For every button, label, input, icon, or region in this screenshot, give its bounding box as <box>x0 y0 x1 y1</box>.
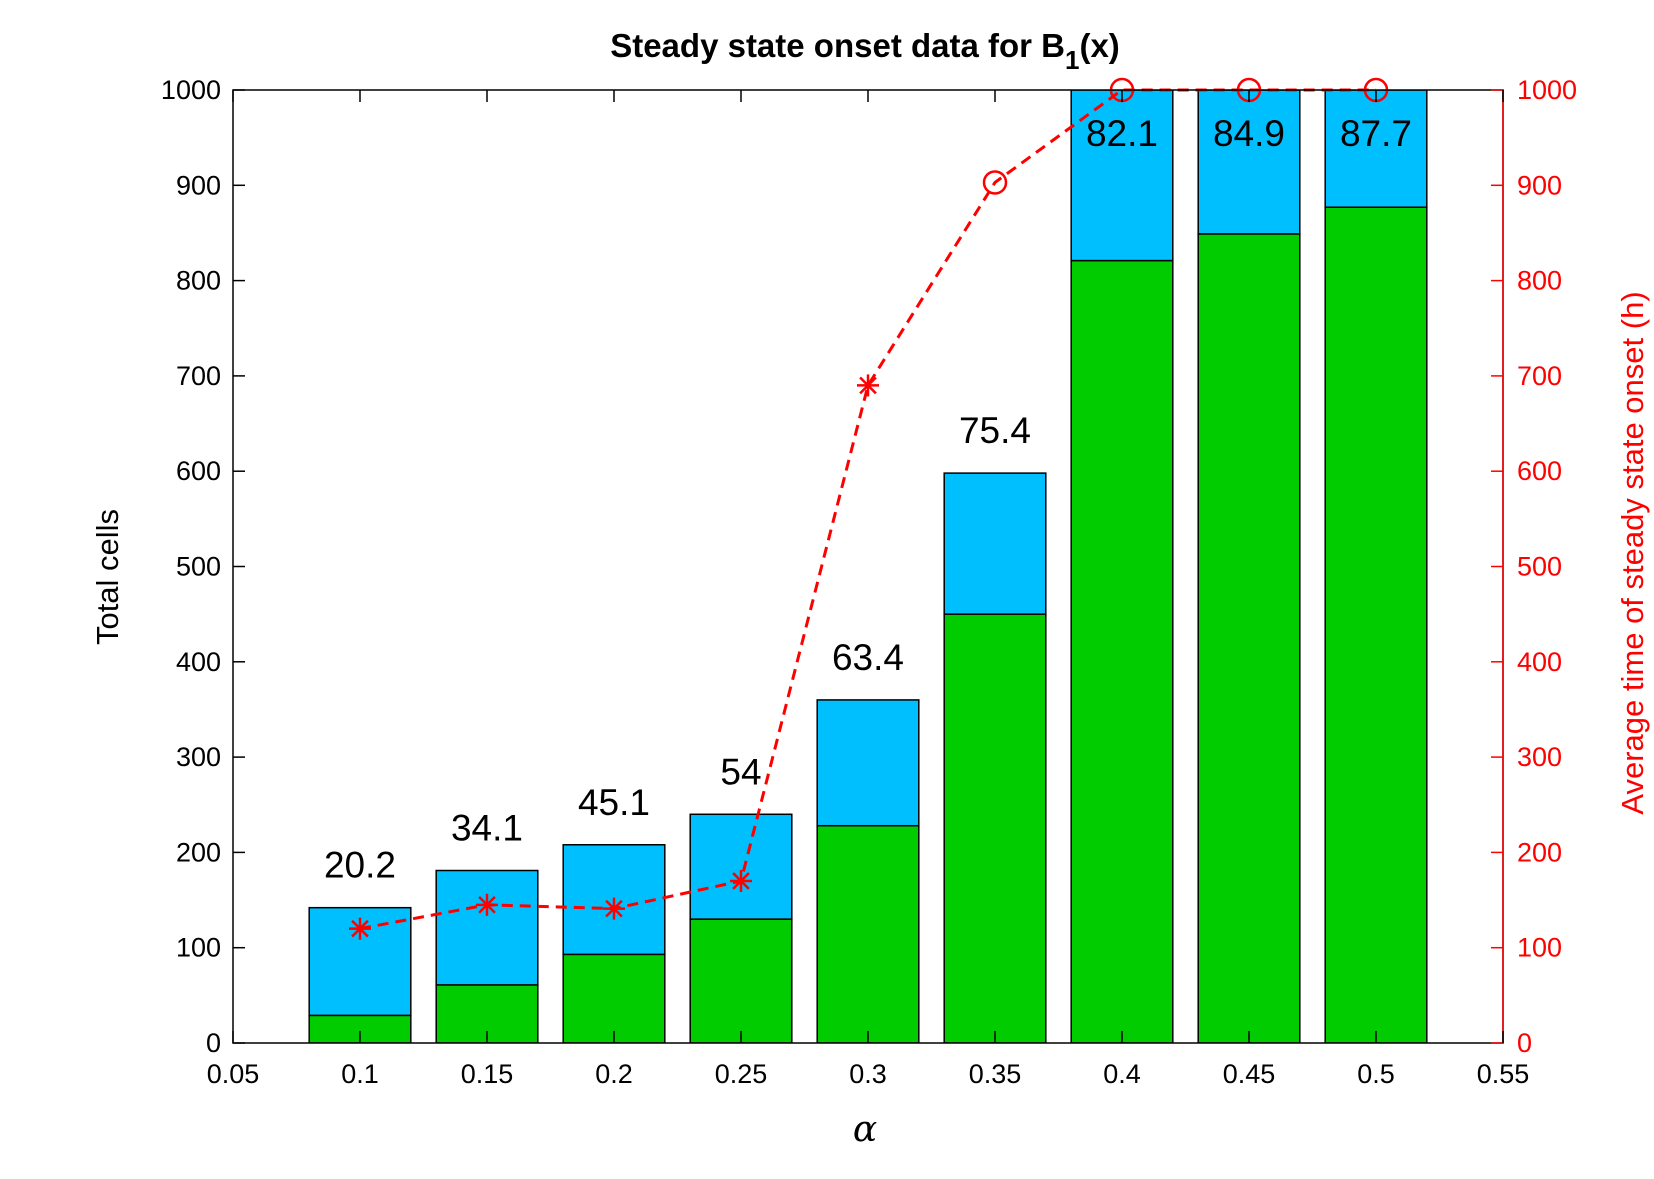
line-series <box>359 88 1376 931</box>
y-tick-label-0: 0 <box>206 1028 221 1058</box>
bar-blue-4 <box>816 699 920 827</box>
line-marker-4 <box>857 374 879 397</box>
x-tick-label-5: 0.3 <box>849 1059 887 1089</box>
bar-green-6 <box>1070 259 1174 1043</box>
chart-title: Steady state onset data for B1(x) <box>610 27 1120 75</box>
bar-green-2 <box>562 953 666 1043</box>
y-tick-label-1: 100 <box>176 933 221 963</box>
bar-label-5: 75.4 <box>959 410 1031 451</box>
line-marker-2 <box>603 897 625 920</box>
bar-label-3: 54 <box>720 751 761 792</box>
bar-blue-5 <box>943 472 1047 615</box>
y-right-tick-label-7: 700 <box>1517 361 1562 391</box>
line-marker-0 <box>349 917 371 940</box>
bars-layer <box>308 90 1428 1043</box>
bar-green-5 <box>943 613 1047 1043</box>
x-tick-label-3: 0.2 <box>595 1059 633 1089</box>
bar-blue-6 <box>1070 90 1174 262</box>
y-tick-label-10: 1000 <box>161 75 221 105</box>
ticks-layer: 0 100 200 300 400 500 600 700 800 900 1000 0 100 200 3… <box>161 75 1577 1089</box>
x-tick-label-2: 0.15 <box>461 1059 514 1089</box>
bar-green-8 <box>1324 206 1428 1043</box>
y-right-tick-label-4: 400 <box>1517 647 1562 677</box>
bar-blue-1 <box>435 869 539 986</box>
y-tick-label-2: 200 <box>176 837 221 867</box>
x-axis-label: α <box>853 1109 877 1150</box>
y-tick-label-8: 800 <box>176 266 221 296</box>
bar-blue-8 <box>1324 90 1428 208</box>
x-tick-label-10: 0.55 <box>1477 1059 1530 1089</box>
bar-green-4 <box>816 824 920 1043</box>
y-right-tick-label-6: 600 <box>1517 456 1562 486</box>
x-tick-label-0: 0.05 <box>207 1059 260 1089</box>
line-marker-5 <box>982 170 1008 195</box>
bar-label-8: 87.7 <box>1340 113 1412 154</box>
y-right-tick-label-9: 900 <box>1517 170 1562 200</box>
x-tick-label-4: 0.25 <box>715 1059 768 1089</box>
bar-label-7: 84.9 <box>1213 113 1285 154</box>
bar-labels: 20.2 34.1 45.1 54 63.4 75.4 82.1 84.9 87.7 <box>324 113 1412 886</box>
x-tick-label-7: 0.4 <box>1103 1059 1141 1089</box>
y-right-tick-label-5: 500 <box>1517 552 1562 582</box>
y-right-tick-label-3: 300 <box>1517 742 1562 772</box>
bar-label-1: 34.1 <box>451 808 523 849</box>
y-tick-label-7: 700 <box>176 361 221 391</box>
bar-label-4: 63.4 <box>832 637 904 678</box>
line-marker-1 <box>476 893 498 916</box>
y-tick-label-6: 600 <box>176 456 221 486</box>
y-tick-label-4: 400 <box>176 647 221 677</box>
x-tick-label-8: 0.45 <box>1223 1059 1276 1089</box>
bar-green-7 <box>1197 233 1301 1043</box>
bar-blue-3 <box>689 813 793 920</box>
x-tick-label-9: 0.5 <box>1357 1059 1395 1089</box>
y-tick-label-3: 300 <box>176 742 221 772</box>
y-axis-right-label: Average time of steady state onset (h) <box>1615 291 1650 814</box>
y-tick-label-5: 500 <box>176 552 221 582</box>
title-main: Steady state onset data for B <box>610 27 1065 64</box>
bar-label-6: 82.1 <box>1086 113 1158 154</box>
y-right-tick-label-0: 0 <box>1517 1028 1532 1058</box>
bar-blue-7 <box>1197 90 1301 235</box>
y-right-tick-label-1: 100 <box>1517 933 1562 963</box>
y-right-tick-label-2: 200 <box>1517 837 1562 867</box>
y-right-tick-label-10: 1000 <box>1517 75 1577 105</box>
y-tick-label-9: 900 <box>176 170 221 200</box>
bar-green-3 <box>689 918 793 1043</box>
x-tick-label-6: 0.35 <box>969 1059 1022 1089</box>
bar-label-0: 20.2 <box>324 845 396 886</box>
title-tail: (x) <box>1079 27 1119 64</box>
bar-label-2: 45.1 <box>578 782 650 823</box>
y-axis-label: Total cells <box>90 509 125 645</box>
y-right-tick-label-8: 800 <box>1517 266 1562 296</box>
title-subscript: 1 <box>1065 45 1079 75</box>
line-marker-3 <box>730 869 752 892</box>
x-tick-label-1: 0.1 <box>341 1059 379 1089</box>
